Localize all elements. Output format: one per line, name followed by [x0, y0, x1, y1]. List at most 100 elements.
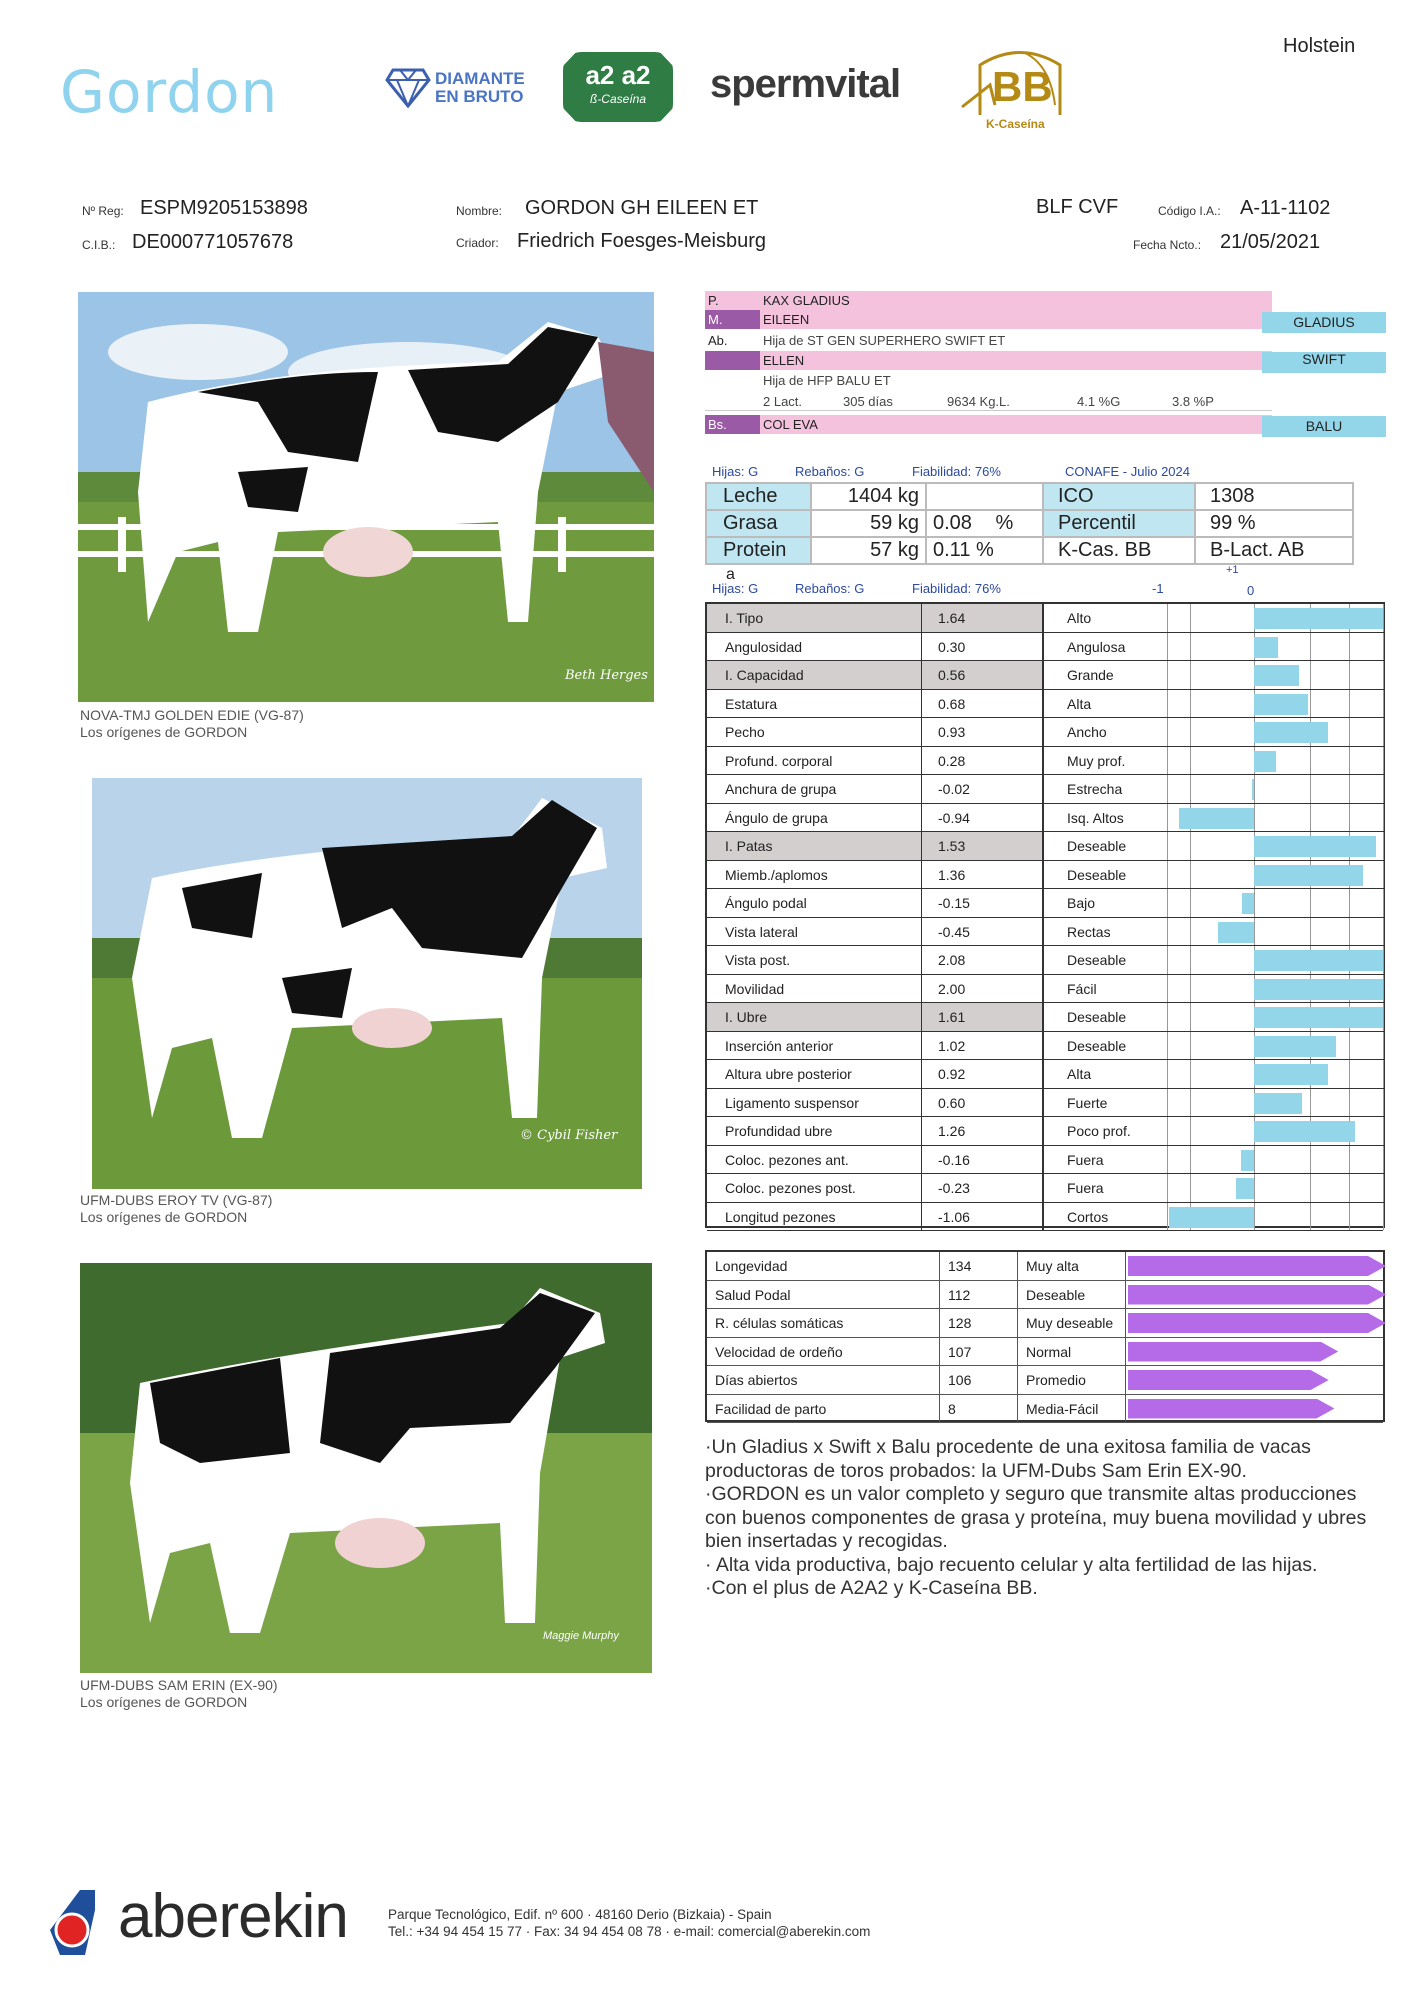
- functional-value: 107: [940, 1337, 1018, 1365]
- description-para-2: ·GORDON es un valor completo y seguro qu…: [705, 1483, 1367, 1552]
- trait-bar: [1254, 750, 1277, 772]
- prod-row-leche: Leche 1404 kg ICO 1308: [705, 482, 1354, 511]
- functional-arrow: [1128, 1342, 1338, 1362]
- trait-bar: [1254, 1007, 1383, 1028]
- trait-desc: Grande: [1067, 667, 1114, 683]
- type-trait-row: I. Patas 1.53 Deseable: [707, 832, 1384, 861]
- bar-gridline: [1190, 661, 1191, 689]
- type-rebanos: Rebaños: G: [795, 581, 865, 596]
- trait-value: 1.53: [922, 832, 1044, 860]
- grasa-pct-sign: %: [995, 512, 1014, 534]
- type-trait-row: Anchura de grupa -0.02 Estrecha: [707, 775, 1384, 804]
- trait-desc: Cortos: [1067, 1208, 1109, 1225]
- ab-line: Hija de ST GEN SUPERHERO SWIFT ET: [763, 333, 1006, 348]
- bar-gridline: [1383, 946, 1384, 974]
- trait-name: Coloc. pezones post.: [707, 1174, 922, 1202]
- bar-gridline: [1383, 632, 1384, 660]
- bar-gridline: [1190, 1060, 1191, 1088]
- bar-gridline: [1167, 1174, 1168, 1202]
- trait-bar: [1254, 608, 1383, 629]
- criador-label: Criador:: [456, 236, 499, 250]
- functional-desc: Muy deseable: [1018, 1309, 1126, 1337]
- trait-value: -1.06: [922, 1202, 1044, 1230]
- functional-arrow: [1128, 1399, 1334, 1419]
- bar-gridline: [1349, 803, 1350, 831]
- cow-photo-2: [92, 778, 642, 1189]
- trait-bar: [1235, 1178, 1254, 1199]
- trait-value: -0.23: [922, 1174, 1044, 1202]
- bar-gridline: [1349, 1174, 1350, 1202]
- bar-gridline: [1167, 803, 1168, 831]
- bar-gridline: [1190, 1117, 1191, 1145]
- trait-bar: [1254, 1035, 1336, 1057]
- proof-source: CONAFE - Julio 2024: [1065, 464, 1190, 479]
- bar-gridline: [1190, 689, 1191, 717]
- trait-value: -0.16: [922, 1145, 1044, 1173]
- description-para-1: ·Un Gladius x Swift x Balu procedente de…: [705, 1436, 1311, 1482]
- trait-value: 0.93: [922, 718, 1044, 746]
- dam-code: M.: [705, 310, 760, 329]
- footer-phone: Tel.: +34 94 454 15 77 · Fax: 34 94 454 …: [388, 1924, 871, 1939]
- type-trait-row: Ángulo podal -0.15 Bajo: [707, 889, 1384, 918]
- functional-desc: Media-Fácil: [1018, 1394, 1126, 1422]
- a2-sub-label: ß-Caseína: [589, 92, 647, 106]
- trait-bar: [1242, 893, 1254, 914]
- bar-gridline: [1167, 889, 1168, 917]
- bar-gridline: [1167, 1003, 1168, 1031]
- bar-gridline: [1190, 860, 1191, 888]
- trait-bar: [1254, 693, 1309, 715]
- trait-bar: [1218, 921, 1254, 943]
- bar-gridline: [1167, 917, 1168, 945]
- tag-swift: SWIFT: [1262, 352, 1386, 373]
- trait-value: 0.68: [922, 689, 1044, 717]
- bar-gridline: [1383, 889, 1384, 917]
- trait-desc: Angulosa: [1067, 638, 1126, 655]
- type-trait-row: Pecho 0.93 Ancho: [707, 718, 1384, 747]
- functional-row: Facilidad de parto 8 Media-Fácil: [707, 1394, 1383, 1423]
- bar-gridline: [1310, 1088, 1311, 1116]
- bar-gridline: [1349, 1145, 1350, 1173]
- trait-desc: Bajo: [1067, 895, 1096, 911]
- ab-code: Ab.: [708, 333, 728, 348]
- tag-balu: BALU: [1262, 416, 1386, 437]
- proof-fiabilidad: Fiabilidad: 76%: [912, 464, 1001, 479]
- bb-sub-label: K-Caseína: [986, 117, 1045, 131]
- tag-gladius: GLADIUS: [1262, 312, 1386, 333]
- photo-1-title: NOVA-TMJ GOLDEN EDIE (VG-87): [80, 707, 304, 723]
- bar-gridline: [1167, 1117, 1168, 1145]
- bar-gridline: [1190, 746, 1191, 774]
- lact-fat: 4.1 %G: [1077, 394, 1121, 409]
- trait-value: 0.56: [922, 661, 1044, 689]
- bar-gridline: [1254, 1174, 1255, 1202]
- trait-value: 1.26: [922, 1117, 1044, 1145]
- functional-traits-table: Longevidad 134 Muy alta Salud Podal 112 Desea…: [705, 1250, 1386, 1423]
- cib-label: C.I.B.:: [82, 238, 116, 252]
- functional-desc: Promedio: [1018, 1366, 1126, 1394]
- nombre-label: Nombre:: [456, 204, 503, 218]
- reg-value: ESPM9205153898: [140, 197, 308, 219]
- bar-gridline: [1349, 718, 1350, 746]
- type-trait-row: Estatura 0.68 Alta: [707, 689, 1384, 718]
- bs-name: COL EVA: [760, 415, 1272, 434]
- photo-1-subtitle: Los orígenes de GORDON: [80, 724, 248, 740]
- trait-value: -0.15: [922, 889, 1044, 917]
- bar-gridline: [1383, 1145, 1384, 1173]
- trait-desc: Ancho: [1067, 724, 1107, 740]
- fecha-value: 21/05/2021: [1220, 231, 1321, 253]
- bar-gridline: [1310, 689, 1311, 717]
- functional-row: Días abiertos 106 Promedio: [707, 1366, 1383, 1395]
- a2-label: a2 a2: [585, 60, 651, 90]
- type-trait-row: Ligamento suspensor 0.60 Fuerte: [707, 1088, 1384, 1117]
- bar-gridline: [1254, 1145, 1255, 1173]
- functional-arrow: [1128, 1285, 1386, 1305]
- diamante-logo: DIAMANTE EN BRUTO: [385, 66, 525, 112]
- bar-gridline: [1383, 860, 1384, 888]
- sire-name: KAX GLADIUS: [760, 291, 1272, 310]
- trait-name: I. Tipo: [707, 604, 922, 632]
- trait-name: I. Ubre: [707, 1003, 922, 1031]
- bull-name-title: Gordon: [60, 58, 279, 126]
- functional-row: Velocidad de ordeño 107 Normal: [707, 1337, 1383, 1366]
- bar-gridline: [1190, 1174, 1191, 1202]
- aberekin-wordmark: aberekin: [118, 1882, 349, 1951]
- bar-gridline: [1383, 803, 1384, 831]
